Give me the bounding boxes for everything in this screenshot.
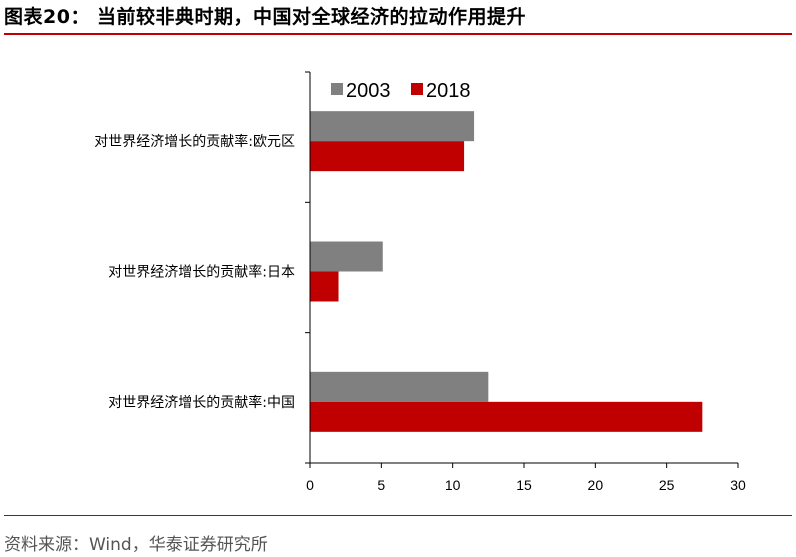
bars-group	[310, 111, 703, 432]
x-tick-label-5: 25	[659, 477, 675, 493]
legend-label-2018: 2018	[426, 80, 471, 102]
category-labels-group: 对世界经济增长的贡献率:欧元区对世界经济增长的贡献率:日本对世界经济增长的贡献率…	[94, 133, 295, 411]
bar-2003-2	[310, 371, 489, 402]
x-tick-label-1: 5	[377, 477, 385, 493]
legend-label-2003: 2003	[346, 80, 391, 102]
source-note: 资料来源：Wind，华泰证券研究所	[4, 535, 268, 555]
legend: 2003 2018	[331, 80, 471, 102]
x-tick-label-0: 0	[306, 477, 314, 493]
category-label-0: 对世界经济增长的贡献率:欧元区	[94, 133, 295, 150]
category-label-1: 对世界经济增长的贡献率:日本	[108, 264, 295, 281]
footer-divider	[4, 515, 792, 516]
bar-2018-0	[310, 141, 465, 172]
bar-2018-1	[310, 271, 339, 302]
legend-swatch-2003	[331, 83, 343, 95]
x-tick-label-4: 20	[588, 477, 604, 493]
x-tick-label-3: 15	[516, 477, 532, 493]
category-label-2: 对世界经济增长的贡献率:中国	[108, 394, 295, 411]
x-tick-label-6: 30	[730, 477, 746, 493]
bar-2003-0	[310, 111, 475, 142]
title-divider	[4, 33, 792, 35]
legend-swatch-2018	[411, 83, 423, 95]
x-tick-label-2: 10	[445, 477, 461, 493]
bar-2018-2	[310, 401, 703, 432]
bar-2003-1	[310, 241, 383, 272]
chart-title: 图表20： 当前较非典时期，中国对全球经济的拉动作用提升	[4, 6, 527, 28]
x-ticks-group: 0 5 10 15 20 25 30	[306, 463, 746, 493]
